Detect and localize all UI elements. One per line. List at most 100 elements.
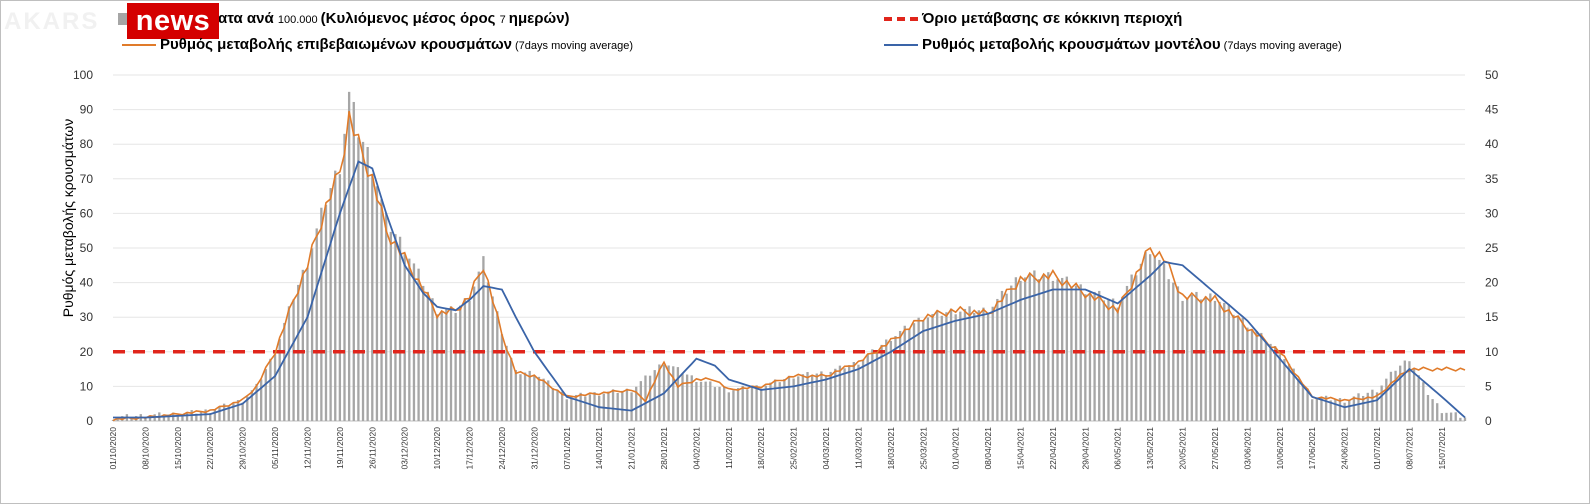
bar [773, 379, 777, 421]
bar [945, 312, 948, 421]
bar [1125, 285, 1129, 421]
bar [352, 101, 355, 422]
bar [857, 364, 860, 421]
bar [760, 388, 763, 421]
x-tick-label: 14/01/2021 [594, 427, 604, 470]
bar [598, 395, 601, 421]
bar [949, 308, 953, 421]
bar [713, 387, 717, 421]
bar [273, 354, 277, 421]
bar [130, 418, 133, 421]
bar [435, 314, 439, 421]
y2-tick-label: 45 [1485, 103, 1499, 117]
bar [1236, 316, 1240, 421]
bar [1292, 368, 1295, 421]
bar [310, 248, 314, 421]
bar [547, 380, 550, 421]
bar [1417, 375, 1420, 421]
x-tick-label: 29/04/2021 [1080, 427, 1090, 470]
bar [412, 263, 416, 421]
bar [1190, 294, 1193, 421]
bar [653, 370, 656, 421]
bar [1426, 394, 1430, 421]
bar [491, 296, 494, 421]
y-tick-label: 90 [80, 103, 94, 117]
bar [926, 317, 930, 421]
bar [1213, 300, 1217, 421]
bar [209, 413, 212, 421]
bar [1047, 272, 1050, 421]
bar [991, 306, 994, 421]
x-tick-label: 03/06/2021 [1242, 427, 1252, 470]
bar [635, 386, 638, 421]
bar [982, 307, 985, 421]
x-tick-label: 18/03/2021 [886, 427, 896, 470]
x-tick-label: 17/12/2020 [465, 427, 475, 470]
bar [806, 372, 809, 421]
bar [514, 370, 517, 421]
bar [463, 298, 467, 421]
bar [565, 399, 568, 421]
bar [912, 323, 916, 421]
bar [1431, 399, 1434, 421]
bar [1084, 294, 1087, 421]
y-tick-label: 60 [80, 206, 94, 220]
bar [347, 91, 351, 421]
bar [264, 369, 267, 421]
x-tick-label: 10/12/2020 [432, 427, 442, 470]
x-tick-label: 24/06/2021 [1340, 427, 1350, 470]
bar [1250, 329, 1254, 421]
legend-bars-swatch [118, 12, 128, 25]
bar [218, 406, 221, 421]
y-tick-label: 40 [80, 276, 94, 290]
bar [783, 378, 786, 421]
bar [542, 378, 545, 421]
x-tick-label: 20/05/2021 [1178, 427, 1188, 470]
bar [690, 375, 693, 421]
bar [1459, 417, 1462, 421]
bar [685, 374, 689, 421]
bar [1130, 274, 1133, 421]
bar [611, 389, 615, 421]
bar [699, 381, 703, 421]
bar [440, 311, 443, 421]
bar [144, 417, 147, 421]
bar [454, 312, 457, 421]
bar [709, 381, 712, 421]
bar [875, 350, 879, 421]
bar [1315, 398, 1318, 421]
bar [584, 396, 587, 421]
bar [306, 267, 309, 421]
y2-tick-label: 15 [1485, 310, 1499, 324]
bar [236, 400, 240, 421]
bar [560, 391, 564, 421]
bar [408, 258, 411, 421]
bar [1098, 290, 1101, 421]
bar [898, 330, 902, 421]
bar [1264, 341, 1268, 421]
bar [260, 379, 263, 421]
legend-bars-label: ατα ανά 100.000 (Κυλιόμενος μέσος όρος 7… [218, 10, 570, 27]
bar [1463, 417, 1467, 421]
bar [954, 314, 957, 421]
bar [908, 328, 911, 421]
bar [778, 382, 781, 421]
x-tick-label: 15/10/2020 [173, 427, 183, 470]
x-tick-label: 24/12/2020 [497, 427, 507, 470]
bar [1399, 365, 1402, 421]
bar [824, 375, 828, 421]
bar [880, 344, 883, 421]
bar [1107, 299, 1110, 421]
bar [232, 403, 235, 421]
bar [1278, 354, 1281, 421]
legend-model: Ρυθμός μεταβολής κρουσμάτων μοντέλου (7d… [884, 36, 1342, 53]
bar [704, 381, 707, 421]
bar [570, 397, 573, 421]
bar [1361, 395, 1365, 421]
x-tick-label: 22/10/2020 [205, 427, 215, 470]
x-tick-label: 15/04/2021 [1016, 427, 1026, 470]
bar [894, 336, 897, 421]
bar [1186, 297, 1189, 421]
bar [301, 269, 304, 421]
